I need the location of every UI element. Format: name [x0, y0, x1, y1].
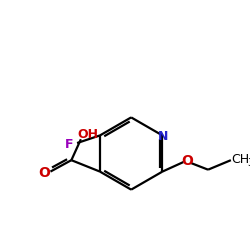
Text: O: O [38, 166, 50, 180]
Text: N: N [158, 130, 168, 143]
Text: OH: OH [77, 128, 98, 141]
Text: CH: CH [231, 153, 250, 166]
Text: 3: 3 [247, 158, 250, 168]
Text: F: F [65, 138, 74, 150]
Text: O: O [181, 154, 193, 168]
